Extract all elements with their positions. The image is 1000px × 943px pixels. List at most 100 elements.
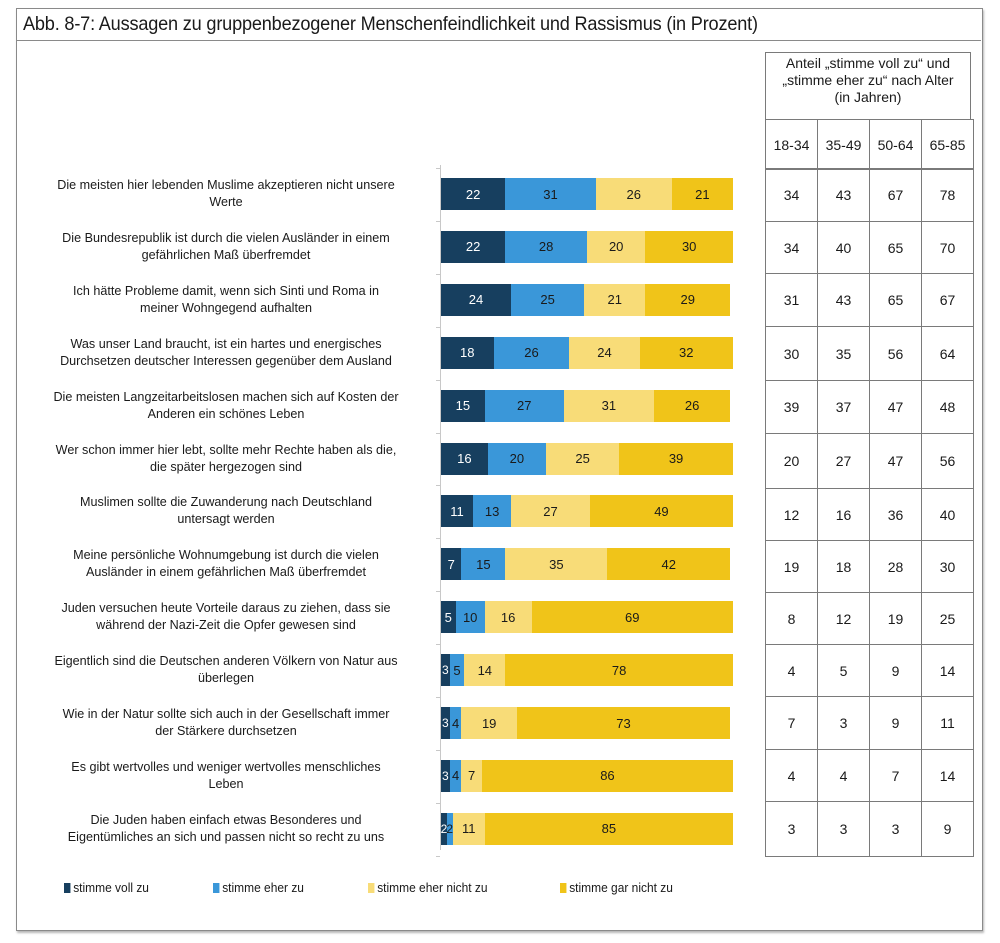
legend-swatch xyxy=(64,882,71,893)
bar-segment-stimme-gar-nicht-zu: 86 xyxy=(481,759,733,792)
data-label: 7 xyxy=(447,556,455,572)
category-label-line: Eigentlich sind die Deutschen anderen Vö… xyxy=(54,654,398,669)
bar-segment-stimme-eher-zu: 15 xyxy=(461,548,506,581)
legend-label: stimme voll zu xyxy=(73,880,149,895)
bar-segment-stimme-voll-zu: 3 xyxy=(441,654,450,687)
data-label: 25 xyxy=(575,451,590,466)
age-table-cell: 64 xyxy=(921,326,974,381)
legend-item: stimme eher nicht zu xyxy=(368,880,488,895)
bar-segment-stimme-voll-zu: 2 xyxy=(441,812,447,845)
bar-segment-stimme-eher-zu: 20 xyxy=(487,442,547,475)
category-label-line: gefährlichen Maß überfremdet xyxy=(141,247,311,262)
bar-segment-stimme-eher-nicht-zu: 20 xyxy=(587,230,646,263)
age-table-header-line-2: „stimme eher zu“ nach Alter xyxy=(782,72,954,88)
data-label: 24 xyxy=(468,292,484,308)
bar-segment-stimme-eher-zu: 31 xyxy=(505,178,596,210)
bar-segment-stimme-gar-nicht-zu: 29 xyxy=(645,283,731,316)
category-label-line: Die Bundesrepublik ist durch die vielen … xyxy=(62,230,390,245)
bar-segment-stimme-voll-zu: 5 xyxy=(441,601,456,634)
bar-segment-stimme-voll-zu: 22 xyxy=(441,230,506,263)
bar-segment-stimme-gar-nicht-zu: 39 xyxy=(619,442,733,475)
data-label: 26 xyxy=(524,345,539,361)
age-table-cell: 40 xyxy=(921,488,974,541)
category-label-line: Die Juden haben einfach etwas Besonderes… xyxy=(90,812,362,827)
data-label: 21 xyxy=(695,186,710,202)
age-table-cell: 28 xyxy=(869,540,922,593)
age-table-cell: 34 xyxy=(765,221,818,274)
category-label: Was unser Land braucht, ist ein hartes u… xyxy=(22,336,430,370)
age-table-cell: 43 xyxy=(817,273,870,327)
data-label: 30 xyxy=(681,239,697,255)
data-label: 39 xyxy=(668,451,684,466)
age-table-cell: 3 xyxy=(817,801,870,857)
legend-swatch xyxy=(213,882,220,893)
category-label-line: überlegen xyxy=(197,671,255,686)
bar-segment-stimme-gar-nicht-zu: 42 xyxy=(607,548,731,581)
category-label: Wie in der Natur sollte sich auch in der… xyxy=(22,706,430,740)
axis-tick xyxy=(436,432,440,434)
age-table-cell: 30 xyxy=(765,326,818,381)
age-table-cell: 7 xyxy=(869,749,922,802)
bar-segment-stimme-eher-zu: 5 xyxy=(449,654,465,687)
category-label-line: Wer schon immer hier lebt, sollte mehr R… xyxy=(55,442,397,457)
data-label: 15 xyxy=(455,398,471,414)
legend-item: stimme voll zu xyxy=(64,880,149,895)
category-label: Die meisten hier lebenden Muslime akzept… xyxy=(22,177,430,211)
figure-title: Abb. 8-7: Aussagen zu gruppenbezogener M… xyxy=(23,13,758,35)
age-table-cell: 4 xyxy=(765,749,818,802)
data-label: 78 xyxy=(611,662,627,678)
category-label-line: Die meisten Langzeitarbeitslosen machen … xyxy=(53,389,399,404)
age-group-header: 50-64 xyxy=(869,119,922,170)
category-label-line: Meine persönliche Wohnumgebung ist durch… xyxy=(73,548,379,563)
category-label: Die Juden haben einfach etwas Besonderes… xyxy=(22,812,430,846)
data-label: 73 xyxy=(616,715,631,731)
bar-segment-stimme-gar-nicht-zu: 73 xyxy=(516,707,731,739)
data-label: 14 xyxy=(477,662,493,678)
data-label: 11 xyxy=(461,821,476,837)
axis-tick xyxy=(436,697,440,698)
category-label-line: untersagt werden xyxy=(177,512,275,527)
age-table-cell: 16 xyxy=(817,488,870,541)
axis-tick xyxy=(436,644,440,646)
data-label: 18 xyxy=(460,345,475,361)
age-table-cell: 34 xyxy=(765,168,818,222)
bar-segment-stimme-gar-nicht-zu: 49 xyxy=(589,495,733,528)
age-table-cell: 48 xyxy=(921,380,974,434)
age-table-cell: 19 xyxy=(869,592,922,645)
category-label: Wer schon immer hier lebt, sollte mehr R… xyxy=(22,442,430,476)
legend-label: stimme gar nicht zu xyxy=(569,880,673,895)
age-table-cell: 47 xyxy=(869,380,922,434)
bar-segment-stimme-eher-nicht-zu: 26 xyxy=(595,178,672,210)
data-label: 35 xyxy=(549,556,564,572)
bar-segment-stimme-eher-zu: 28 xyxy=(505,230,587,263)
data-label: 11 xyxy=(450,503,464,519)
age-table-cell: 39 xyxy=(765,380,818,434)
age-table-cell: 43 xyxy=(817,168,870,222)
bar-segment-stimme-eher-zu: 10 xyxy=(455,601,485,634)
axis-tick xyxy=(436,749,440,751)
category-label: Muslimen sollte die Zuwanderung nach Deu… xyxy=(22,494,430,528)
title-bar: Abb. 8-7: Aussagen zu gruppenbezogener M… xyxy=(16,8,981,41)
bar-segment-stimme-eher-zu: 26 xyxy=(493,336,570,369)
bar-segment-stimme-eher-nicht-zu: 24 xyxy=(569,336,640,369)
category-label-line: meiner Wohngegend aufhalten xyxy=(139,300,312,315)
age-table-cell: 25 xyxy=(921,592,974,645)
legend-swatch xyxy=(368,882,375,893)
age-table-cell: 67 xyxy=(869,168,922,222)
category-label-line: Juden versuchen heute Vorteile daraus zu… xyxy=(61,601,391,616)
data-label: 3 xyxy=(442,663,449,678)
age-table-cell: 36 xyxy=(869,488,922,541)
age-table-cell: 67 xyxy=(921,273,974,327)
bar-segment-stimme-eher-zu: 13 xyxy=(473,495,512,528)
category-label-line: Werte xyxy=(209,195,243,209)
bar-segment-stimme-eher-zu: 4 xyxy=(449,707,462,739)
bar-segment-stimme-gar-nicht-zu: 85 xyxy=(484,812,733,845)
data-label: 31 xyxy=(601,398,617,414)
data-label: 22 xyxy=(465,186,481,202)
age-group-header: 65-85 xyxy=(921,119,974,170)
age-table-cell: 20 xyxy=(765,433,818,489)
data-label: 20 xyxy=(509,451,525,466)
age-table-cell: 47 xyxy=(869,433,922,489)
age-table-cell: 40 xyxy=(817,221,870,274)
bar-segment-stimme-gar-nicht-zu: 69 xyxy=(531,601,733,634)
